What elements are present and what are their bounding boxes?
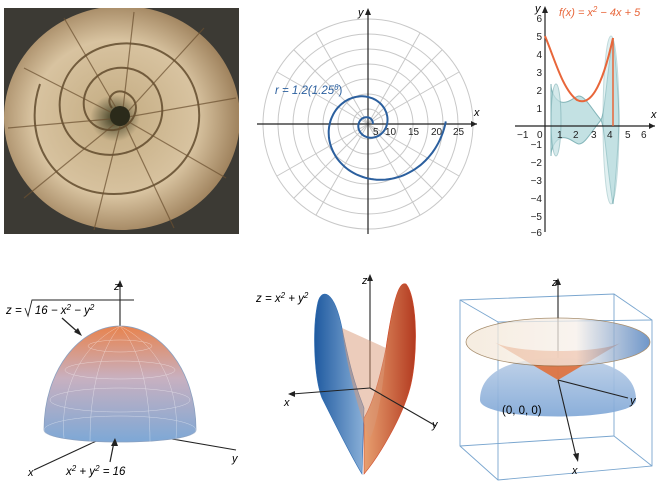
- tick-label: 20: [431, 127, 443, 138]
- y-tick-label: −3: [531, 176, 543, 187]
- x-tick-label: 2: [573, 130, 579, 141]
- tick-label: 5: [373, 127, 379, 138]
- x-tick-label: 4: [607, 130, 613, 141]
- y-tick-label: −4: [531, 194, 543, 205]
- y-tick-label: 3: [536, 68, 542, 79]
- upper-rim: [465, 317, 651, 367]
- x-tick-label: 6: [641, 130, 647, 141]
- polar-axes: [257, 10, 477, 234]
- y-tick-label: 2: [536, 86, 542, 97]
- polar-tick-labels: 5 10 15 20 25: [373, 127, 465, 138]
- axis-z-label: z: [551, 277, 558, 289]
- tick-label: 10: [385, 127, 397, 138]
- paraboloid-right-sheet: [363, 283, 416, 475]
- axis-x-label: x: [473, 107, 480, 119]
- sqrt-sign: [24, 299, 134, 318]
- tick-label: 25: [453, 127, 465, 138]
- axis-z-label: z: [113, 281, 120, 293]
- axis-z-label: z: [361, 275, 368, 287]
- y-tick-label: 4: [536, 50, 542, 61]
- x-tick-label: 1: [557, 130, 563, 141]
- tick-label: 15: [408, 127, 420, 138]
- x-tick-label: 0: [537, 130, 543, 141]
- axis-x-label: x: [27, 467, 34, 479]
- parabola-equation: f(x) = x2 − 4x + 5: [559, 5, 641, 19]
- axis-x-label: x: [571, 465, 578, 477]
- nautilus-shell-icon: [4, 6, 240, 234]
- paraboloid-equation: z = x2 + y2: [255, 291, 309, 305]
- paraboloid-left-sheet: [314, 293, 365, 475]
- paraboloid-plot: z = x2 + y2 z x y: [252, 268, 452, 489]
- polar-spiral-plot: x y 5 10 15 20 25 r = 1.2(1.25θ): [245, 4, 485, 240]
- y-tick-label: −1: [531, 140, 543, 151]
- parabola-curve: [544, 35, 614, 103]
- hemisphere-top-equation: z = 16 − x2 − y2: [5, 303, 95, 317]
- lower-dome: [480, 358, 636, 417]
- axis-y-label: y: [629, 395, 637, 407]
- nautilus-photo: [4, 6, 240, 234]
- y-tick-label: −6: [531, 228, 543, 239]
- axis-x-label: x: [283, 397, 290, 409]
- hemisphere-bottom-equation: x2 + y2 = 16: [65, 464, 126, 478]
- axis-y-label: y: [357, 7, 365, 19]
- y-tick-label: 5: [536, 32, 542, 43]
- solid-volume: [550, 35, 620, 205]
- axis-y-label: y: [534, 3, 542, 15]
- spiral-curve: [327, 95, 447, 181]
- x-tick-label: −1: [517, 130, 529, 141]
- spiral-equation: r = 1.2(1.25θ): [275, 83, 342, 97]
- y-tick-label: 6: [536, 14, 542, 25]
- x-tick-label: 5: [625, 130, 631, 141]
- y-tick-label: 1: [536, 104, 542, 115]
- x-tick-label: 3: [591, 130, 597, 141]
- solid-of-revolution-plot: x y −1 0 1 2 3 4 5 6 6 5 4 3 2 1 −1 −2 −…: [505, 0, 659, 240]
- hemisphere-plot: z x y z = 16 − x2 − y2 x2 + y2 = 16: [0, 270, 250, 489]
- y-tick-label: −5: [531, 212, 543, 223]
- axis-y-label: y: [431, 419, 439, 431]
- hemisphere-surface: [43, 325, 197, 443]
- origin-label: (0, 0, 0): [502, 405, 542, 417]
- cone-box-plot: z x y (0, 0, 0): [454, 270, 659, 489]
- y-tick-label: −2: [531, 158, 543, 169]
- axis-y-label: y: [231, 453, 239, 465]
- axis-x-label: x: [650, 109, 657, 121]
